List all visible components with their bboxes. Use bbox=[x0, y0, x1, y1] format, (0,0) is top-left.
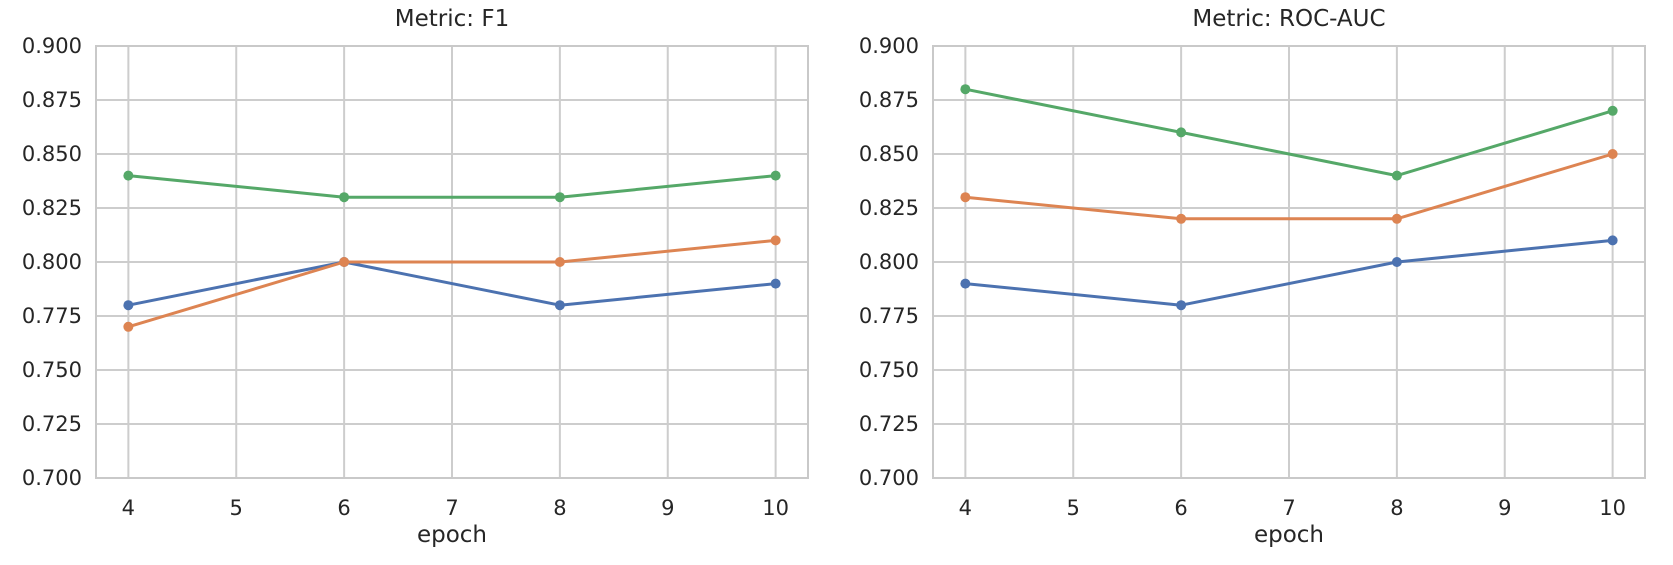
y-tick-label: 0.750 bbox=[22, 358, 82, 382]
x-tick-label: 7 bbox=[445, 496, 458, 520]
x-tick-label: 8 bbox=[1390, 496, 1403, 520]
series-orange-marker bbox=[123, 321, 134, 332]
x-tick-label: 10 bbox=[1599, 496, 1626, 520]
series-orange-marker bbox=[1391, 213, 1402, 224]
series-orange-marker bbox=[1176, 213, 1187, 224]
y-tick-label: 0.900 bbox=[859, 34, 919, 58]
y-tick-label: 0.875 bbox=[859, 88, 919, 112]
series-blue-line bbox=[963, 238, 1615, 307]
x-tick-label: 7 bbox=[1282, 496, 1295, 520]
x-tick-label: 6 bbox=[337, 496, 350, 520]
series-blue-marker bbox=[1607, 235, 1618, 246]
y-tick-label: 0.825 bbox=[859, 196, 919, 220]
x-tick-label: 9 bbox=[661, 496, 674, 520]
series-blue-marker bbox=[770, 278, 781, 289]
series-blue-marker bbox=[123, 300, 134, 311]
series-orange-marker bbox=[770, 235, 781, 246]
chart-title-f1: Metric: F1 bbox=[394, 6, 510, 32]
series-blue-marker bbox=[554, 300, 565, 311]
line-plot-f1: 4 5 6 7 8 9 10 0.700 0.725 0.750 0.775 0.800 0.825 0.… bbox=[22, 34, 809, 520]
y-tick-label: 0.725 bbox=[22, 412, 82, 436]
series-orange-line bbox=[963, 152, 1615, 221]
x-tick-label: 6 bbox=[1174, 496, 1187, 520]
x-tick-label: 9 bbox=[1498, 496, 1511, 520]
series-green-marker bbox=[554, 192, 565, 203]
series-green-marker bbox=[770, 170, 781, 181]
x-tick-label: 5 bbox=[1067, 496, 1080, 520]
x-tick-label: 4 bbox=[959, 496, 972, 520]
chart-f1: Metric: F1 4 5 6 7 8 9 10 0.700 0.725 0.750 0.775 0… bbox=[22, 6, 809, 548]
series-blue-marker bbox=[1391, 257, 1402, 267]
series-blue-marker bbox=[1176, 300, 1187, 311]
x-tick-label: 8 bbox=[553, 496, 566, 520]
series-orange-marker bbox=[339, 257, 350, 267]
y-tick-label: 0.700 bbox=[859, 466, 919, 490]
series-orange-marker bbox=[1607, 149, 1618, 159]
y-tick-label: 0.800 bbox=[859, 250, 919, 274]
y-tick-label: 0.725 bbox=[859, 412, 919, 436]
y-tick-label: 0.875 bbox=[22, 88, 82, 112]
y-tick-label: 0.850 bbox=[22, 142, 82, 166]
y-tick-label: 0.800 bbox=[22, 250, 82, 274]
chart-roc-auc: Metric: ROC-AUC 4 5 6 7 8 9 10 0.700 0.725 0.750 0… bbox=[837, 0, 1673, 565]
series-orange-marker bbox=[960, 192, 971, 203]
plot-border bbox=[932, 45, 1646, 479]
series-green-marker bbox=[1176, 127, 1187, 138]
series-blue-line bbox=[126, 260, 778, 307]
plot-border bbox=[95, 45, 809, 479]
series-green-marker bbox=[339, 192, 350, 203]
x-tick-label: 5 bbox=[230, 496, 243, 520]
series-green-marker bbox=[960, 84, 971, 95]
series-orange-line bbox=[126, 238, 778, 329]
series-green-marker bbox=[1607, 105, 1618, 116]
y-tick-label: 0.750 bbox=[859, 358, 919, 382]
chart-title-roc-auc: Metric: ROC-AUC bbox=[1192, 6, 1386, 32]
x-axis-label-f1: epoch bbox=[416, 522, 488, 548]
x-axis-label-roc-auc: epoch bbox=[1253, 522, 1325, 548]
series-green-line bbox=[963, 87, 1615, 178]
y-tick-label: 0.700 bbox=[22, 466, 82, 490]
x-tick-label: 4 bbox=[122, 496, 135, 520]
y-tick-label: 0.850 bbox=[859, 142, 919, 166]
series-green-marker bbox=[123, 170, 134, 181]
series-orange-marker bbox=[554, 257, 565, 267]
y-tick-label: 0.775 bbox=[22, 304, 82, 328]
series-green-marker bbox=[1391, 170, 1402, 181]
x-tick-label: 10 bbox=[762, 496, 789, 520]
y-tick-label: 0.900 bbox=[22, 34, 82, 58]
y-tick-label: 0.825 bbox=[22, 196, 82, 220]
series-blue-marker bbox=[960, 278, 971, 289]
y-tick-label: 0.775 bbox=[859, 304, 919, 328]
line-plot-roc-auc: 4 5 6 7 8 9 10 0.700 0.725 0.750 0.775 0.800 0.825 0.… bbox=[859, 34, 1646, 520]
series-green-line bbox=[126, 174, 778, 199]
